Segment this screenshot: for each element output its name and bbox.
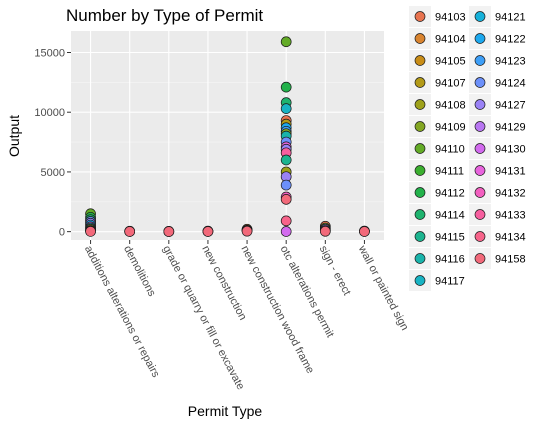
legend-key-point: [415, 276, 425, 286]
legend-label: 94103: [435, 12, 466, 24]
legend-label: 94108: [435, 100, 466, 112]
data-point: [359, 227, 369, 237]
legend-label: 94129: [495, 122, 526, 134]
legend-label: 94123: [495, 56, 526, 68]
legend-key-point: [415, 144, 425, 154]
data-point: [125, 227, 135, 237]
legend-key-point: [475, 100, 485, 110]
legend-key-point: [415, 56, 425, 66]
data-point: [281, 216, 291, 226]
data-point: [164, 227, 174, 237]
legend-label: 94158: [495, 254, 526, 266]
data-point: [320, 226, 330, 236]
x-tick-label: demolitions: [121, 244, 158, 299]
legend-label: 94104: [435, 34, 466, 46]
legend-key-point: [415, 122, 425, 132]
legend-label: 94115: [435, 232, 465, 244]
legend-label: 94116: [435, 254, 465, 266]
legend-label: 94124: [495, 78, 526, 90]
legend-key-point: [475, 144, 485, 154]
legend-key-point: [415, 166, 425, 176]
legend-key-point: [475, 210, 485, 220]
data-point: [281, 194, 291, 204]
legend-key-point: [475, 122, 485, 132]
data-point: [281, 104, 291, 114]
x-tick-label: wall or painted sign: [355, 243, 410, 333]
data-point: [242, 226, 252, 236]
data-point: [281, 37, 291, 47]
y-axis-title: Output: [6, 115, 22, 157]
chart-title: Number by Type of Permit: [66, 6, 263, 25]
legend-label: 94133: [495, 210, 526, 222]
plot-panel: [71, 31, 384, 240]
legend-label: 94127: [495, 100, 526, 112]
data-point: [203, 227, 213, 237]
legend-label: 94131: [495, 166, 526, 178]
legend-label: 94110: [435, 144, 465, 156]
y-tick-label: 10000: [34, 107, 65, 119]
legend-label: 94112: [435, 188, 465, 200]
y-tick-label: 5000: [41, 167, 65, 179]
legend-key-point: [475, 166, 485, 176]
legend-key-point: [415, 254, 425, 264]
legend-key-point: [415, 12, 425, 22]
x-axis-title: Permit Type: [188, 403, 263, 419]
data-point: [86, 226, 96, 236]
legend-label: 94109: [435, 122, 466, 134]
legend-key-point: [475, 188, 485, 198]
legend-label: 94117: [435, 276, 465, 288]
legend-key-point: [415, 34, 425, 44]
data-point: [281, 227, 291, 237]
y-tick-label: 15000: [34, 47, 65, 59]
legend-label: 94114: [435, 210, 465, 222]
legend-label: 94132: [495, 188, 526, 200]
legend-key-point: [415, 232, 425, 242]
plot-area: 0 5000 10000 15000 additions alterations or …: [34, 31, 410, 392]
legend-label: 94105: [435, 56, 466, 68]
legend-label: 94111: [435, 166, 464, 178]
x-tick-label: new construction wood frame: [238, 244, 316, 376]
data-point: [281, 82, 291, 92]
legend: 94103 94104 94105 94107 94108 94109 94110 94111…: [409, 6, 526, 291]
x-tick-label: grade or quarry or fill or excavate: [160, 244, 246, 392]
data-point: [281, 180, 291, 190]
legend-key-point: [475, 56, 485, 66]
x-tick-label: additions alterations or repairs: [82, 244, 162, 380]
data-point: [281, 155, 291, 165]
legend-key-point: [475, 254, 485, 264]
legend-label: 94107: [435, 78, 466, 90]
legend-key-point: [475, 78, 485, 88]
legend-key-point: [415, 188, 425, 198]
legend-key-point: [415, 210, 425, 220]
legend-key-point: [415, 100, 425, 110]
legend-label: 94122: [495, 34, 526, 46]
legend-label: 94121: [495, 12, 526, 24]
legend-key-point: [415, 78, 425, 88]
y-tick-label: 0: [59, 227, 65, 239]
legend-label: 94130: [495, 144, 526, 156]
legend-key-point: [475, 12, 485, 22]
legend-key-point: [475, 232, 485, 242]
x-tick-label: sign - erect: [317, 244, 353, 298]
legend-label: 94134: [495, 232, 526, 244]
legend-key-point: [475, 34, 485, 44]
